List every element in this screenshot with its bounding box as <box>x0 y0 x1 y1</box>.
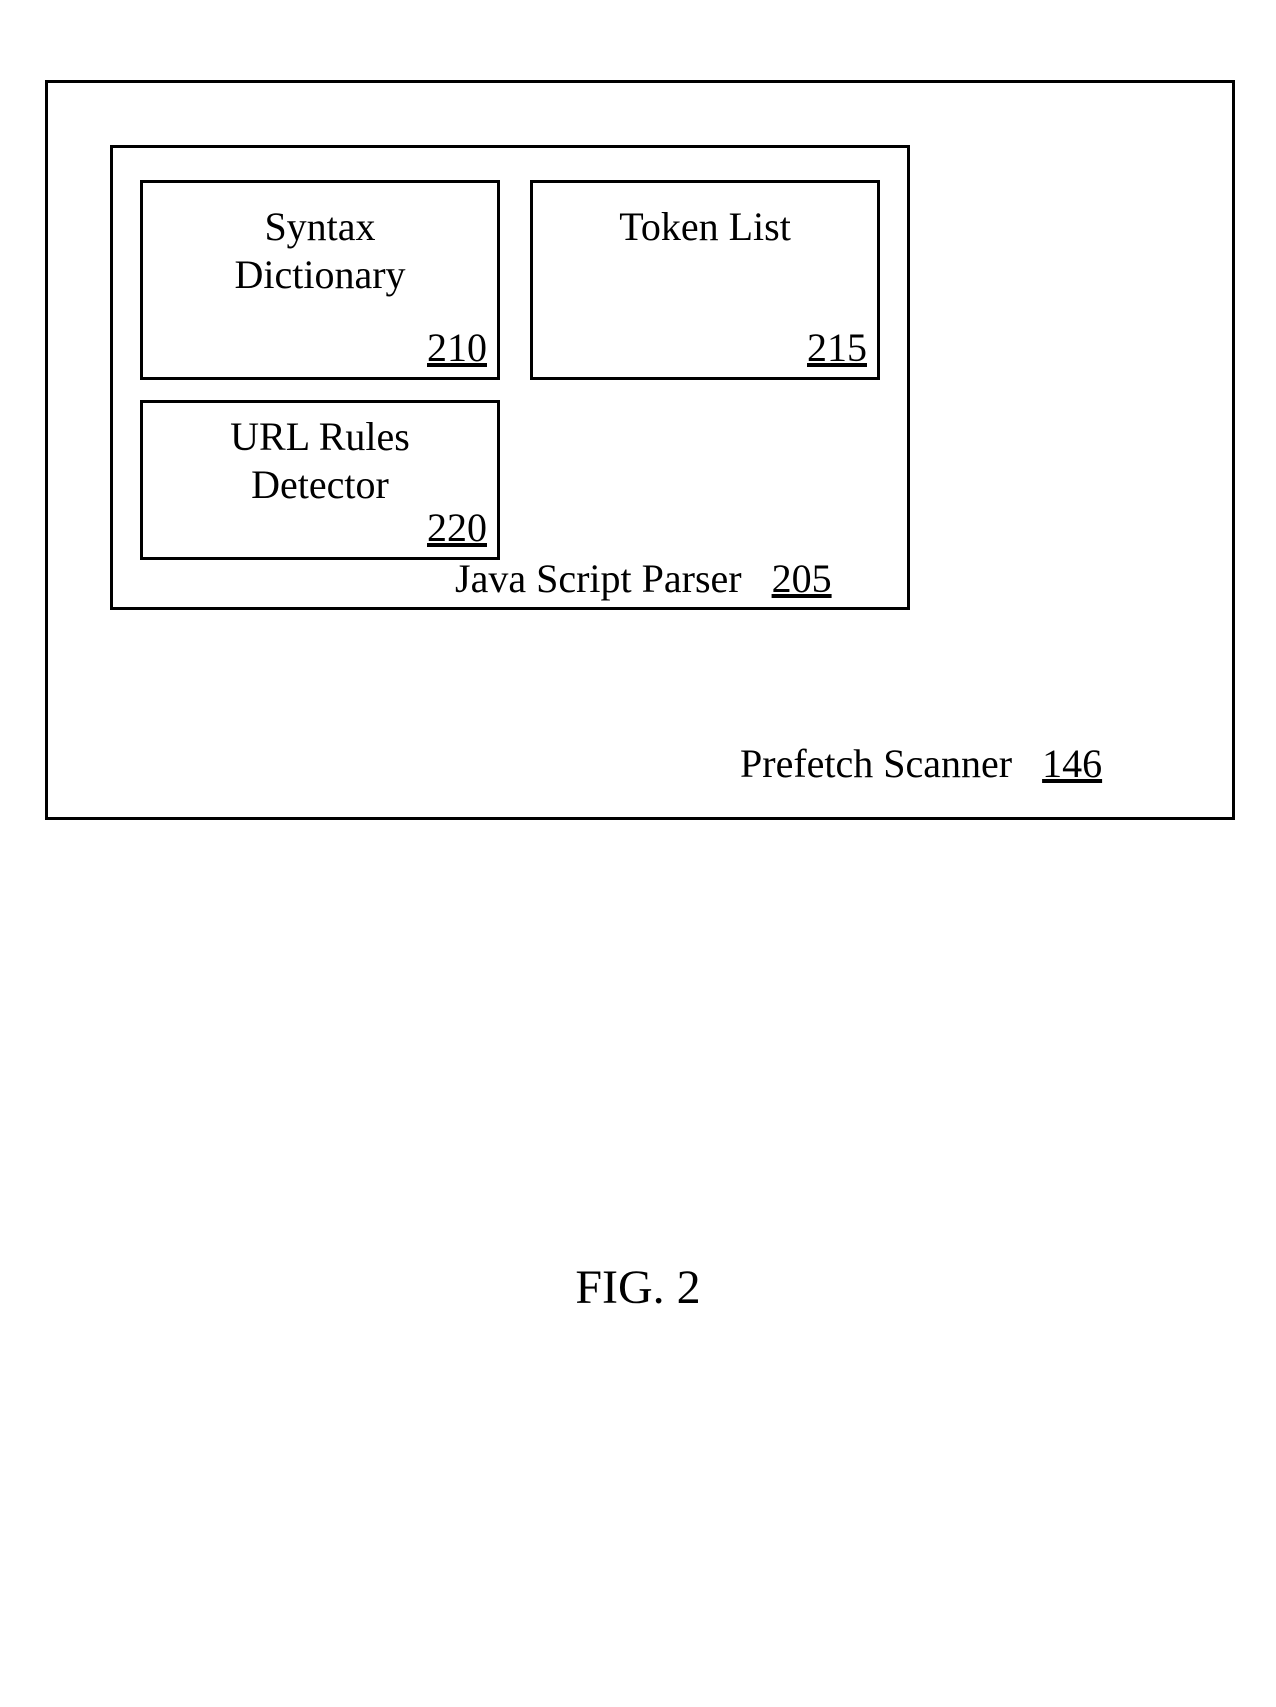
syntax-title-line1: Syntax <box>264 204 375 249</box>
url-title-line1: URL Rules <box>230 414 410 459</box>
syntax-dictionary-box: Syntax Dictionary 210 <box>140 180 500 380</box>
scanner-label-text: Prefetch Scanner <box>740 741 1012 786</box>
url-rules-title: URL Rules Detector <box>143 413 497 509</box>
url-title-line2: Detector <box>251 462 389 507</box>
token-list-title: Token List <box>533 203 877 251</box>
token-title-line1: Token List <box>619 204 791 249</box>
figure-caption: FIG. 2 <box>0 1260 1276 1315</box>
syntax-dictionary-title: Syntax Dictionary <box>143 203 497 299</box>
token-list-ref: 215 <box>807 324 867 371</box>
token-list-box: Token List 215 <box>530 180 880 380</box>
url-rules-detector-box: URL Rules Detector 220 <box>140 400 500 560</box>
prefetch-scanner-label: Prefetch Scanner 146 <box>740 740 1102 787</box>
parser-ref: 205 <box>772 556 832 601</box>
syntax-dictionary-ref: 210 <box>427 324 487 371</box>
parser-label-text: Java Script Parser <box>455 556 742 601</box>
scanner-ref: 146 <box>1042 741 1102 786</box>
url-rules-ref: 220 <box>427 504 487 551</box>
javascript-parser-label: Java Script Parser 205 <box>455 555 832 602</box>
syntax-title-line2: Dictionary <box>234 252 405 297</box>
